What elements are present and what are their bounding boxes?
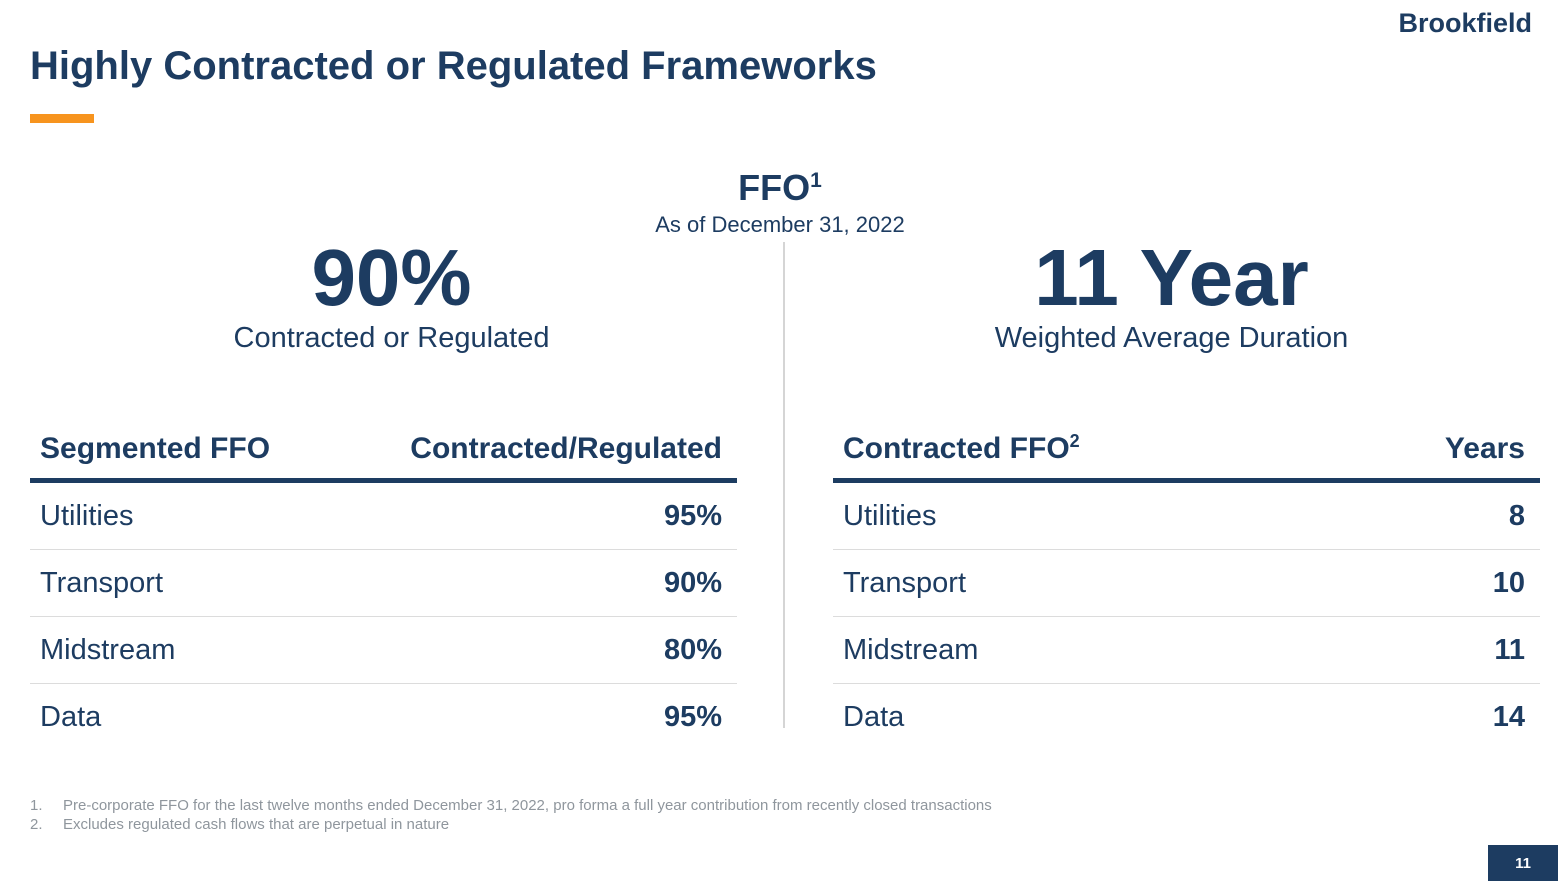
- segmented-ffo-table: Segmented FFO Contracted/Regulated Utili…: [30, 432, 737, 750]
- row-label: Data: [40, 701, 102, 733]
- center-heading-block: FFO1 As of December 31, 2022: [0, 168, 1560, 238]
- contracted-ffo-table: Contracted FFO2 Years Utilities 8 Transp…: [833, 432, 1540, 750]
- table-row: Midstream 11: [833, 617, 1540, 684]
- table-row: Data 14: [833, 684, 1540, 750]
- column-header-years: Years: [1444, 432, 1525, 465]
- row-label: Transport: [843, 567, 967, 599]
- column-header-text: Contracted FFO: [843, 432, 1070, 465]
- table-row: Utilities 8: [833, 483, 1540, 550]
- footnote-2: 2. Excludes regulated cash flows that ar…: [30, 815, 992, 834]
- ffo-heading-footnote-ref: 1: [810, 169, 822, 192]
- stat-weighted-average-duration: 11 Year Weighted Average Duration: [783, 236, 1560, 355]
- row-label: Utilities: [40, 500, 134, 532]
- stat-label: Contracted or Regulated: [233, 322, 550, 354]
- row-value: 10: [1492, 567, 1525, 599]
- row-label: Transport: [40, 567, 164, 599]
- column-header-contracted-regulated: Contracted/Regulated: [410, 432, 722, 465]
- footnotes: 1. Pre-corporate FFO for the last twelve…: [30, 796, 992, 834]
- stat-label: Weighted Average Duration: [994, 322, 1349, 354]
- table-row: Data 95%: [30, 684, 737, 750]
- row-value: 95%: [663, 500, 722, 532]
- as-of-date: As of December 31, 2022: [655, 211, 905, 237]
- footnote-text: Excludes regulated cash flows that are p…: [63, 816, 450, 833]
- stat-contracted-or-regulated: 90% Contracted or Regulated: [0, 236, 783, 355]
- table-row: Transport 90%: [30, 550, 737, 617]
- footnote-number: 2.: [30, 816, 43, 833]
- row-value: 11: [1494, 634, 1525, 666]
- brookfield-logo: Brookfield: [1398, 8, 1532, 38]
- row-value: 8: [1508, 500, 1525, 532]
- row-label: Midstream: [40, 634, 176, 666]
- row-value: 80%: [663, 634, 722, 666]
- table-row: Transport 10: [833, 550, 1540, 617]
- vertical-divider: [783, 242, 785, 728]
- tables-row: Segmented FFO Contracted/Regulated Utili…: [30, 432, 1540, 750]
- table-header: Segmented FFO Contracted/Regulated: [30, 432, 737, 483]
- table-header: Contracted FFO2 Years: [833, 432, 1540, 483]
- footnote-1: 1. Pre-corporate FFO for the last twelve…: [30, 796, 992, 815]
- row-value: 95%: [663, 701, 722, 733]
- page-title: Highly Contracted or Regulated Framework…: [30, 44, 877, 88]
- ffo-heading-text: FFO: [738, 167, 811, 208]
- row-value: 90%: [663, 567, 722, 599]
- table-row: Utilities 95%: [30, 483, 737, 550]
- row-label: Data: [843, 701, 905, 733]
- row-label: Midstream: [843, 634, 979, 666]
- footnote-text: Pre-corporate FFO for the last twelve mo…: [63, 797, 992, 814]
- column-header-segmented-ffo: Segmented FFO: [40, 432, 271, 465]
- column-header-contracted-ffo: Contracted FFO2: [843, 432, 1080, 466]
- ffo-heading: FFO1: [0, 168, 1560, 208]
- stats-row: 90% Contracted or Regulated 11 Year Weig…: [0, 236, 1560, 355]
- stat-value: 90%: [311, 233, 472, 322]
- table-row: Midstream 80%: [30, 617, 737, 684]
- row-label: Utilities: [843, 500, 937, 532]
- column-header-footnote-ref: 2: [1069, 431, 1080, 451]
- row-value: 14: [1492, 701, 1525, 733]
- footnote-number: 1.: [30, 797, 43, 814]
- page-number-badge: 11: [1488, 845, 1558, 881]
- title-accent-bar: [30, 114, 94, 123]
- stat-value: 11 Year: [1034, 233, 1309, 322]
